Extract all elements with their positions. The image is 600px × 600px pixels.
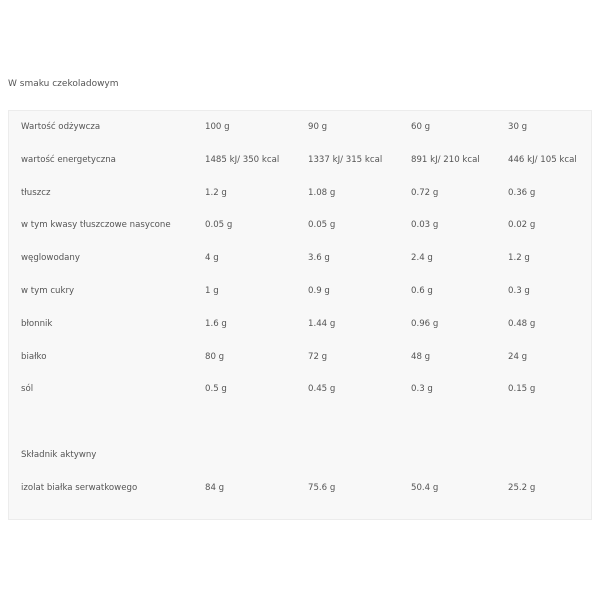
row-label: izolat białka serwatkowego xyxy=(21,482,138,493)
table-row: w tym kwasy tłuszczowe nasycone 0.05 g 0.0… xyxy=(9,220,591,240)
row-value: 0.03 g xyxy=(411,220,439,231)
row-value: 0.3 g xyxy=(411,384,433,395)
row-label: Wartość odżywcza xyxy=(21,122,101,132)
row-value: 24 g xyxy=(508,351,528,362)
row-value: 75.6 g xyxy=(308,482,336,493)
table-row: izolat białka serwatkowego 84 g 75.6 g 50.4… xyxy=(9,483,591,503)
row-value: 0.48 g xyxy=(508,318,536,329)
row-value: 0.05 g xyxy=(205,220,233,231)
row-label: w tym kwasy tłuszczowe nasycone xyxy=(21,220,171,231)
row-value: 80 g xyxy=(205,351,225,362)
row-value: 2.4 g xyxy=(411,253,433,264)
table-row: białko 80 g 72 g 48 g 24 g xyxy=(9,352,591,372)
table-row: tłuszcz 1.2 g 1.08 g 0.72 g 0.36 g xyxy=(9,188,591,208)
row-value: 48 g xyxy=(411,351,431,362)
row-value: 30 g xyxy=(508,122,528,132)
row-label: Składnik aktywny xyxy=(21,450,97,460)
row-value: 0.45 g xyxy=(308,384,336,395)
row-label: sól xyxy=(21,384,34,395)
row-value: 0.6 g xyxy=(411,286,433,296)
row-label: węglowodany xyxy=(21,253,80,264)
table-row: węglowodany 4 g 3.6 g 2.4 g 1.2 g xyxy=(9,253,591,273)
row-value: 0.96 g xyxy=(411,318,439,329)
row-value: 1.2 g xyxy=(205,187,227,198)
row-value: 0.9 g xyxy=(308,286,330,296)
row-value: 100 g xyxy=(205,122,230,132)
row-value: 1337 kJ/ 315 kcal xyxy=(308,154,383,165)
row-value: 0.36 g xyxy=(508,187,536,198)
row-value: 446 kJ/ 105 kcal xyxy=(508,154,577,165)
row-label: wartość energetyczna xyxy=(21,154,116,165)
row-value: 3.6 g xyxy=(308,253,330,264)
row-label: tłuszcz xyxy=(21,187,51,198)
row-value: 0.05 g xyxy=(308,220,336,231)
nutrition-table: Wartość odżywcza 100 g 90 g 60 g 30 g wartość… xyxy=(8,110,592,520)
table-row: Wartość odżywcza 100 g 90 g 60 g 30 g xyxy=(9,122,591,142)
row-value: 4 g xyxy=(205,253,219,264)
row-label: w tym cukry xyxy=(21,286,75,296)
row-value: 1.6 g xyxy=(205,318,227,329)
row-value: 0.02 g xyxy=(508,220,536,231)
table-row: Składnik aktywny xyxy=(9,450,591,470)
row-value: 90 g xyxy=(308,122,328,132)
row-value: 50.4 g xyxy=(411,482,439,493)
row-value: 1.44 g xyxy=(308,318,336,329)
row-value: 1.2 g xyxy=(508,253,530,264)
row-value: 0.72 g xyxy=(411,187,439,198)
row-value: 60 g xyxy=(411,122,431,132)
row-value: 25.2 g xyxy=(508,482,536,493)
row-value: 891 kJ/ 210 kcal xyxy=(411,154,480,165)
section-heading: W smaku czekoladowym xyxy=(8,79,119,89)
row-value: 0.5 g xyxy=(205,384,227,395)
row-value: 1.08 g xyxy=(308,187,336,198)
row-label: białko xyxy=(21,351,47,362)
row-value: 0.3 g xyxy=(508,286,530,296)
row-value: 1 g xyxy=(205,286,219,296)
row-value: 84 g xyxy=(205,482,225,493)
row-value: 72 g xyxy=(308,351,328,362)
row-label: błonnik xyxy=(21,318,53,329)
table-spacer-row xyxy=(9,417,591,437)
row-value: 1485 kJ/ 350 kcal xyxy=(205,154,280,165)
row-value: 0.15 g xyxy=(508,384,536,395)
table-row: w tym cukry 1 g 0.9 g 0.6 g 0.3 g xyxy=(9,286,591,306)
table-row: sól 0.5 g 0.45 g 0.3 g 0.15 g xyxy=(9,384,591,404)
table-row: błonnik 1.6 g 1.44 g 0.96 g 0.48 g xyxy=(9,319,591,339)
table-row: wartość energetyczna 1485 kJ/ 350 kcal 133… xyxy=(9,155,591,175)
